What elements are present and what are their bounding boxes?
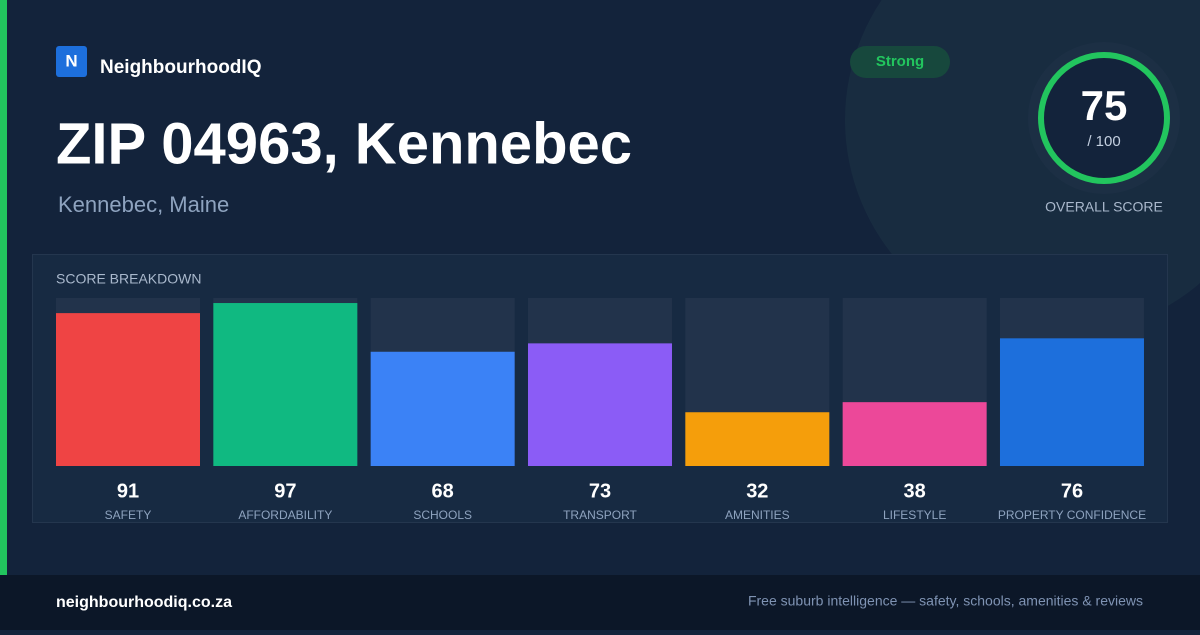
bar: [999, 338, 1144, 466]
overall-label: OVERALL SCORE: [1045, 199, 1163, 215]
bar-value: 38: [904, 480, 926, 502]
bar-label: AFFORDABILITY: [238, 508, 332, 522]
bar: [842, 402, 987, 466]
subtitle: Kennebec, Maine: [58, 192, 229, 217]
bar-label: LIFESTYLE: [883, 508, 946, 522]
overall-suffix: / 100: [1087, 133, 1120, 150]
bar: [527, 343, 672, 466]
bar-label: PROPERTY CONFIDENCE: [998, 508, 1146, 522]
accent-strip: [0, 0, 7, 575]
chart-title: SCORE BREAKDOWN: [56, 271, 201, 287]
badge: [850, 46, 950, 78]
bar: [370, 351, 515, 466]
footer-tagline: Free suburb intelligence — safety, schoo…: [748, 593, 1143, 609]
bar-value: 68: [432, 480, 454, 502]
bar-value: 76: [1061, 480, 1083, 502]
bar-value: 73: [589, 480, 611, 502]
bar-value: 91: [117, 480, 139, 502]
bars: 91 SAFETY 97 AFFORDABILITY 68 SCHOOLS 73 TRANSP…: [56, 298, 1146, 522]
bar-value: 97: [274, 480, 296, 502]
bar-label: SCHOOLS: [413, 508, 472, 522]
title: ZIP 04963, Kennebec: [56, 111, 632, 176]
logo: [56, 46, 87, 77]
bar-label: AMENITIES: [725, 508, 790, 522]
footer: [0, 575, 1200, 630]
bar: [213, 303, 358, 466]
footer-site: neighbourhoodiq.co.za: [56, 594, 232, 611]
bar-value: 32: [746, 480, 768, 502]
bar: [685, 412, 830, 466]
bar: [56, 313, 200, 466]
bar-label: TRANSPORT: [563, 508, 637, 522]
bar-label: SAFETY: [105, 508, 152, 522]
overall-score: 75: [1081, 82, 1128, 129]
logo-letter: N: [65, 51, 77, 70]
badge-text: Strong: [876, 53, 924, 70]
gauge-ring: [1038, 52, 1170, 184]
brand-name: NeighbourhoodIQ: [100, 57, 261, 78]
